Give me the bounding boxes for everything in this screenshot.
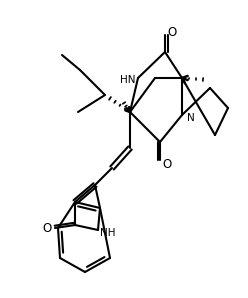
Text: O: O: [167, 26, 177, 38]
Text: N: N: [187, 113, 195, 123]
Text: O: O: [42, 221, 52, 235]
Text: HN: HN: [120, 75, 136, 85]
Text: NH: NH: [100, 228, 116, 238]
Text: O: O: [162, 159, 172, 172]
